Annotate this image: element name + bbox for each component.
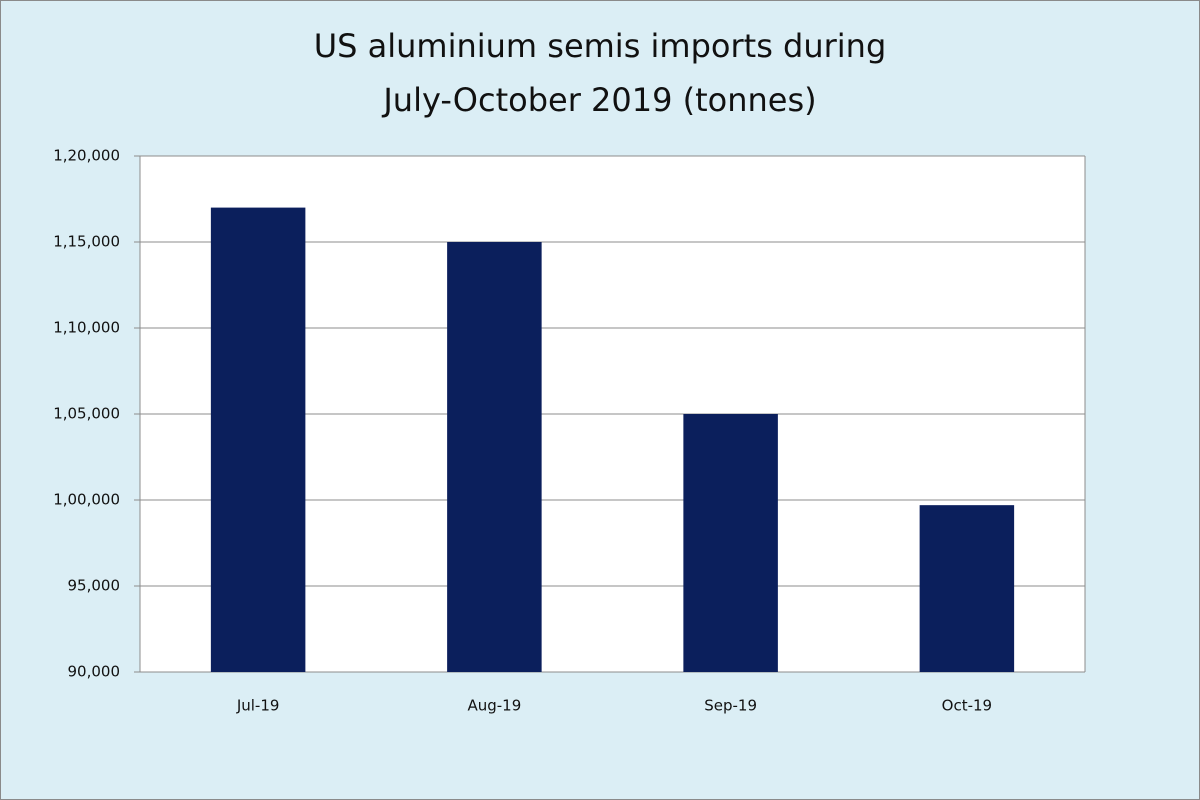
bar [447,242,542,672]
y-tick-label: 1,20,000 [53,147,120,165]
y-tick-label: 95,000 [68,577,121,595]
chart-title: July-October 2019 (tonnes) [381,81,816,119]
x-tick-label: Jul-19 [236,697,280,715]
bar [919,505,1015,672]
y-tick-label: 1,10,000 [53,319,120,337]
y-tick-label: 1,00,000 [53,491,120,509]
y-tick-label: 90,000 [68,663,121,681]
x-tick-label: Sep-19 [704,697,757,715]
y-tick-label: 1,05,000 [53,405,120,423]
bar [210,207,306,672]
y-tick-label: 1,15,000 [53,233,120,251]
bar [683,414,778,672]
x-tick-label: Oct-19 [942,697,992,715]
chart-title: US aluminium semis imports during [314,27,887,65]
x-tick-label: Aug-19 [467,697,521,715]
